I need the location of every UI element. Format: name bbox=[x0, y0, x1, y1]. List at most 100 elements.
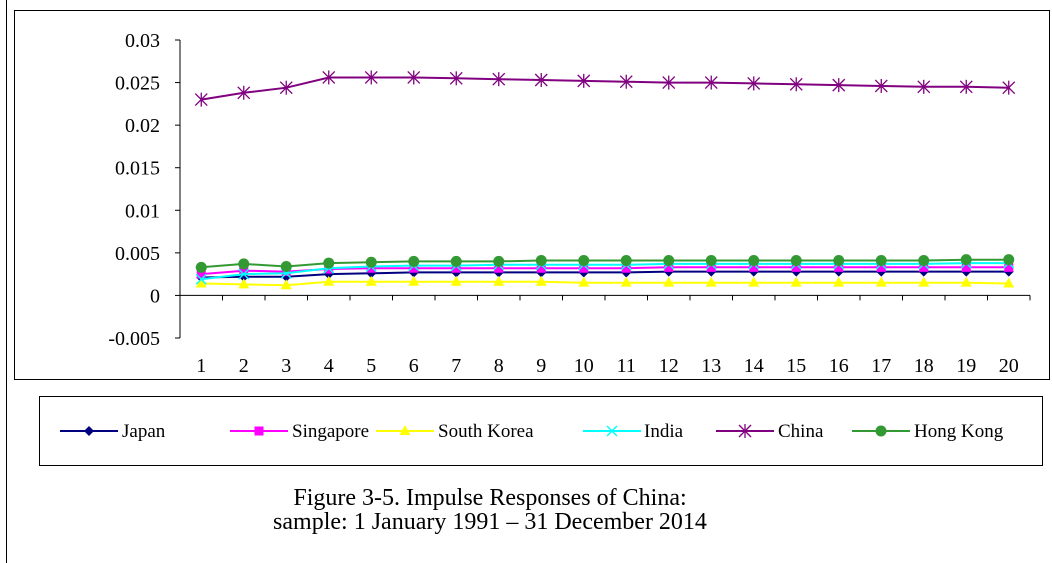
data-point-marker bbox=[875, 255, 887, 267]
data-point-marker bbox=[875, 425, 887, 437]
y-tick-label: 0.025 bbox=[115, 73, 160, 95]
x-tick-label: 3 bbox=[281, 355, 291, 377]
y-tick-label: 0.01 bbox=[125, 200, 160, 222]
data-point-marker bbox=[408, 275, 420, 286]
x-tick-label: 11 bbox=[617, 355, 636, 377]
x-tick-label: 14 bbox=[744, 355, 764, 377]
data-point-marker bbox=[237, 85, 251, 100]
legend-item-india: India bbox=[583, 421, 684, 442]
data-point-marker bbox=[577, 73, 591, 88]
data-point-marker bbox=[663, 276, 675, 287]
legend-label: China bbox=[778, 421, 824, 442]
data-point-marker bbox=[918, 276, 930, 287]
figure-caption: Figure 3-5. Impulse Responses of China: … bbox=[0, 486, 1052, 534]
series-line-japan bbox=[201, 270, 1009, 279]
legend-label: India bbox=[644, 421, 684, 442]
data-point-marker bbox=[279, 80, 293, 95]
x-tick-label: 9 bbox=[536, 355, 546, 377]
legend-label: South Korea bbox=[438, 421, 534, 442]
data-point-marker bbox=[663, 255, 675, 267]
data-point-marker bbox=[738, 424, 752, 438]
data-point-marker bbox=[534, 73, 548, 88]
data-point-marker bbox=[323, 275, 335, 286]
data-point-marker bbox=[1002, 80, 1016, 95]
x-tick-label: 12 bbox=[659, 355, 679, 377]
data-point-marker bbox=[239, 266, 249, 276]
data-point-marker bbox=[195, 261, 207, 273]
x-tick-label: 2 bbox=[239, 355, 249, 377]
data-point-marker bbox=[407, 70, 421, 85]
data-point-marker bbox=[195, 273, 207, 285]
data-point-marker bbox=[706, 262, 716, 272]
data-point-marker bbox=[196, 269, 206, 279]
x-tick-label: 1 bbox=[196, 355, 206, 377]
data-point-marker bbox=[748, 276, 760, 287]
data-point-marker bbox=[494, 263, 504, 273]
data-point-marker bbox=[578, 276, 590, 287]
data-point-marker bbox=[791, 262, 801, 272]
data-point-marker bbox=[704, 75, 718, 90]
data-point-marker bbox=[535, 255, 547, 267]
legend-label: Hong Kong bbox=[914, 421, 1004, 442]
legend-svg: Japan Singapore South Korea India China Hong … bbox=[60, 421, 1004, 442]
data-point-marker bbox=[84, 426, 94, 436]
data-point-marker bbox=[919, 262, 929, 272]
data-point-marker bbox=[365, 275, 377, 286]
legend-item-singapore: Singapore bbox=[230, 421, 369, 442]
data-point-marker bbox=[834, 262, 844, 272]
x-tick-label: 18 bbox=[914, 355, 934, 377]
x-tick-label: 16 bbox=[829, 355, 849, 377]
data-point-marker bbox=[876, 262, 886, 272]
data-point-marker bbox=[833, 276, 845, 287]
series-line-india bbox=[201, 262, 1009, 281]
x-axis: 1 2 3 4 5 6 7 8 9 10 11 12 13 14 15 16 17 18 19 20 bbox=[179, 294, 1031, 377]
data-point-marker bbox=[238, 258, 250, 270]
data-point-marker bbox=[450, 255, 462, 267]
x-tick-label: 5 bbox=[366, 355, 376, 377]
y-tick-label: 0.02 bbox=[125, 115, 160, 137]
data-point-marker bbox=[536, 263, 546, 273]
data-point-marker bbox=[620, 255, 632, 267]
data-point-marker bbox=[619, 74, 633, 89]
legend-item-south-korea: South Korea bbox=[376, 421, 534, 442]
y-tick-label: 0.005 bbox=[115, 243, 160, 265]
data-point-marker bbox=[254, 426, 264, 436]
legend-item-japan: Japan bbox=[60, 421, 166, 442]
data-point-marker bbox=[451, 263, 461, 273]
data-point-marker bbox=[450, 275, 462, 286]
data-point-marker bbox=[194, 92, 208, 107]
x-tick-label: 7 bbox=[451, 355, 461, 377]
data-point-marker bbox=[749, 262, 759, 272]
data-point-marker bbox=[705, 276, 717, 287]
x-tick-label: 8 bbox=[494, 355, 504, 377]
data-point-marker bbox=[664, 262, 674, 272]
data-point-marker bbox=[365, 256, 377, 268]
data-point-marker bbox=[493, 275, 505, 286]
x-tick-label: 19 bbox=[956, 355, 976, 377]
series-south-korea bbox=[195, 275, 1015, 290]
data-point-marker bbox=[366, 263, 376, 273]
series-china bbox=[194, 70, 1016, 107]
caption-line-2: sample: 1 January 1991 – 31 December 201… bbox=[273, 509, 707, 535]
data-point-marker bbox=[408, 255, 420, 267]
legend-item-hong-kong: Hong Kong bbox=[852, 421, 1004, 442]
data-point-marker bbox=[323, 257, 335, 269]
data-point-marker bbox=[578, 255, 590, 267]
data-point-marker bbox=[399, 425, 411, 435]
caption-line-1: Figure 3-5. Impulse Responses of China: bbox=[293, 485, 687, 511]
legend: Japan Singapore South Korea India China Hong … bbox=[39, 396, 1043, 466]
data-point-marker bbox=[620, 276, 632, 287]
data-point-marker bbox=[364, 70, 378, 85]
x-tick-label: 15 bbox=[786, 355, 806, 377]
legend-label: Japan bbox=[122, 421, 166, 442]
y-tick-label: 0.03 bbox=[125, 30, 160, 52]
data-point-marker bbox=[1004, 262, 1014, 272]
data-point-marker bbox=[195, 277, 207, 288]
data-point-marker bbox=[606, 425, 618, 437]
y-tick-label: 0.015 bbox=[115, 158, 160, 180]
data-point-marker bbox=[832, 78, 846, 93]
y-axis: -0.005 0 0.005 0.01 0.015 0.02 0.025 0.03 bbox=[108, 30, 181, 350]
